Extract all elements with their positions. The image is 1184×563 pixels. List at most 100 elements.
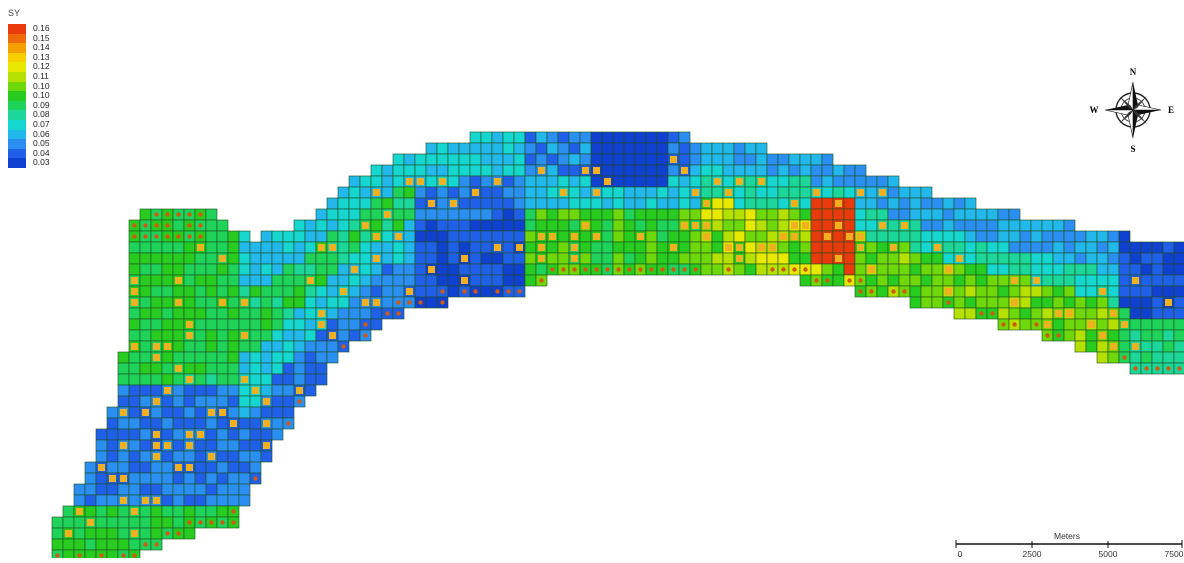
grid-cell (799, 230, 812, 243)
grid-cell (546, 208, 559, 221)
grid-cell (106, 428, 119, 441)
grid-cell (381, 285, 394, 298)
grid-cell (744, 153, 757, 166)
grid-cell (392, 274, 405, 287)
grid-cell (172, 373, 185, 386)
grid-cell (810, 252, 823, 265)
grid-cell (425, 241, 438, 254)
grid-cell (458, 263, 471, 276)
grid-cell (502, 153, 515, 166)
grid-cell (1129, 241, 1142, 254)
grid-cell (183, 362, 196, 375)
grid-cell (744, 186, 757, 199)
grid-cell (557, 164, 570, 177)
grid-cell (898, 241, 911, 254)
grid-cell (865, 175, 878, 188)
grid-cell (315, 373, 328, 386)
grid-cell (348, 186, 361, 199)
grid-cell (227, 483, 240, 496)
grid-cell (249, 274, 262, 287)
grid-cell (315, 329, 328, 342)
grid-cell (1085, 340, 1098, 353)
boundary-cell-dot (1001, 322, 1006, 327)
grid-cell (227, 329, 240, 342)
grid-cell (128, 439, 141, 452)
grid-cell (315, 362, 328, 375)
well-cell-marker (384, 211, 391, 218)
legend-swatch (8, 33, 26, 44)
grid-cell (689, 252, 702, 265)
grid-cell (260, 241, 273, 254)
grid-cell (172, 384, 185, 397)
grid-cell (744, 164, 757, 177)
grid-cell (975, 274, 988, 287)
grid-cell (183, 527, 196, 540)
grid-cell (755, 219, 768, 232)
legend-item: 0.16 (8, 23, 88, 34)
grid-cell (183, 406, 196, 419)
grid-cell (436, 164, 449, 177)
well-cell-marker (164, 442, 171, 449)
grid-cell (326, 340, 339, 353)
grid-cell (821, 219, 834, 232)
grid-cell (557, 197, 570, 210)
grid-cell (249, 395, 262, 408)
grid-cell (271, 252, 284, 265)
grid-cell (392, 263, 405, 276)
grid-cell (612, 175, 625, 188)
compass-n: N (1130, 67, 1137, 77)
well-cell-marker (494, 178, 501, 185)
grid-cell (447, 142, 460, 155)
grid-cell (799, 208, 812, 221)
grid-cell (931, 230, 944, 243)
grid-cell (172, 406, 185, 419)
grid-cell (183, 472, 196, 485)
grid-cell (887, 186, 900, 199)
well-cell-marker (175, 277, 182, 284)
grid-cell (997, 285, 1010, 298)
grid-cell (161, 472, 174, 485)
boundary-cell-dot (286, 421, 291, 426)
grid-cell (546, 241, 559, 254)
grid-cell (139, 472, 152, 485)
grid-cell (227, 461, 240, 474)
grid-cell (887, 252, 900, 265)
grid-cell (656, 142, 669, 155)
grid-cell (62, 538, 75, 551)
grid-cell (898, 208, 911, 221)
grid-cell (326, 318, 339, 331)
grid-cell (436, 241, 449, 254)
grid-cell (623, 252, 636, 265)
legend-item: 0.15 (8, 33, 88, 44)
grid-cell (271, 307, 284, 320)
well-cell-marker (131, 277, 138, 284)
well-cell-marker (197, 244, 204, 251)
well-cell-marker (219, 299, 226, 306)
grid-cell (689, 175, 702, 188)
grid-cell (326, 197, 339, 210)
grid-cell (667, 208, 680, 221)
grid-cell (1085, 252, 1098, 265)
grid-cell (128, 263, 141, 276)
grid-cell (227, 296, 240, 309)
grid-cell (260, 230, 273, 243)
grid-cell (260, 263, 273, 276)
grid-cell (392, 252, 405, 265)
grid-cell (722, 142, 735, 155)
grid-cell (953, 197, 966, 210)
grid-cell (623, 208, 636, 221)
grid-cell (128, 362, 141, 375)
grid-cell (227, 318, 240, 331)
grid-cell (491, 230, 504, 243)
grid-cell (645, 164, 658, 177)
grid-cell (271, 263, 284, 276)
grid-cell (238, 340, 251, 353)
grid-cell (546, 153, 559, 166)
grid-cell (1074, 340, 1087, 353)
grid-cell (678, 241, 691, 254)
grid-cell (150, 252, 163, 265)
grid-cell (1107, 274, 1120, 287)
grid-cell (381, 164, 394, 177)
grid-cell (1173, 263, 1184, 276)
boundary-cell-dot (693, 267, 698, 272)
